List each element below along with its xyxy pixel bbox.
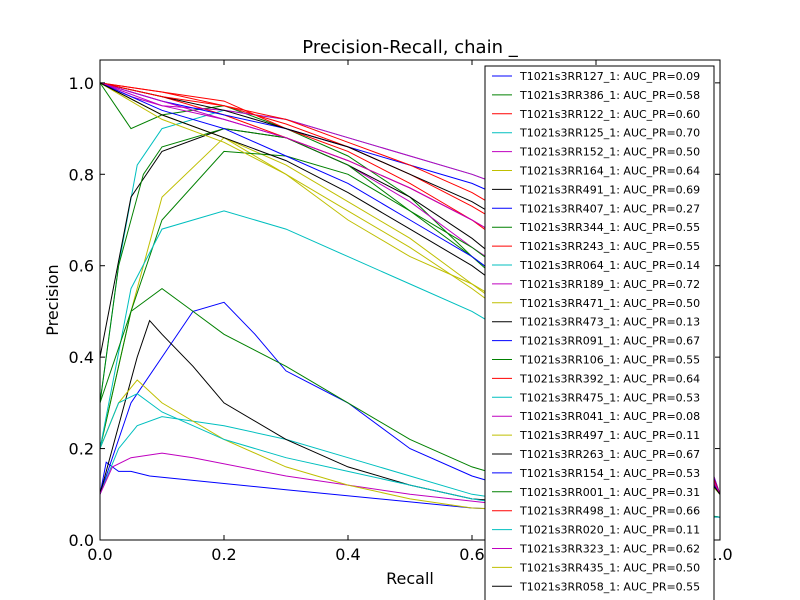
legend-label: T1021s3RR189_1: AUC_PR=0.72 [519,278,700,291]
legend-label: T1021s3RR263_1: AUC_PR=0.67 [519,448,700,461]
legend-label: T1021s3RR491_1: AUC_PR=0.69 [519,183,700,196]
chart-title: Precision-Recall, chain _ [302,37,518,58]
legend-label: T1021s3RR475_1: AUC_PR=0.53 [519,391,700,404]
legend-label: T1021s3RR091_1: AUC_PR=0.67 [519,335,700,348]
legend: T1021s3RR127_1: AUC_PR=0.09 T1021s3RR386_… [484,65,715,600]
y-tick-label: 0.8 [69,165,94,184]
legend-label: T1021s3RR407_1: AUC_PR=0.27 [519,202,700,215]
legend-label: T1021s3RR344_1: AUC_PR=0.55 [519,221,700,234]
legend-label: T1021s3RR064_1: AUC_PR=0.14 [519,259,700,272]
legend-label: T1021s3RR164_1: AUC_PR=0.64 [519,165,700,178]
legend-label: T1021s3RR125_1: AUC_PR=0.70 [519,127,700,140]
legend-label: T1021s3RR058_1: AUC_PR=0.55 [519,580,700,593]
series-line-7 [100,301,720,518]
x-tick-label: 0.6 [459,545,484,564]
y-tick-label: 0.4 [69,348,94,367]
legend-label: T1021s3RR386_1: AUC_PR=0.58 [519,89,700,102]
legend-label: T1021s3RR001_1: AUC_PR=0.31 [519,486,700,499]
legend-label: T1021s3RR122_1: AUC_PR=0.60 [519,108,700,121]
y-tick-label: 0.2 [69,440,94,459]
x-tick-label: 0.0 [87,545,112,564]
legend-label: T1021s3RR497_1: AUC_PR=0.11 [519,429,700,442]
legend-label: T1021s3RR473_1: AUC_PR=0.13 [519,316,700,329]
legend-label: T1021s3RR498_1: AUC_PR=0.66 [519,505,700,518]
y-axis-label: Precision [43,264,62,335]
series-line-19 [100,379,720,518]
legend-box [484,65,715,600]
y-tick-label: 0.6 [69,257,94,276]
plot-frame [99,59,721,541]
legend-label: T1021s3RR471_1: AUC_PR=0.50 [519,297,700,310]
legend-label: T1021s3RR392_1: AUC_PR=0.64 [519,372,700,385]
y-tick-label: 0.0 [69,531,94,550]
legend-label: T1021s3RR106_1: AUC_PR=0.55 [519,354,700,367]
legend-label: T1021s3RR041_1: AUC_PR=0.08 [519,410,700,423]
x-axis-label: Recall [386,569,434,588]
legend-label: T1021s3RR435_1: AUC_PR=0.50 [519,561,700,574]
x-tick-label: 0.2 [211,545,236,564]
legend-label: T1021s3RR127_1: AUC_PR=0.09 [519,70,700,83]
legend-label: T1021s3RR154_1: AUC_PR=0.53 [519,467,700,480]
legend-label: T1021s3RR020_1: AUC_PR=0.11 [519,524,700,537]
x-tick-label: 0.4 [335,545,360,564]
y-tick-label: 1.0 [69,74,94,93]
legend-label: T1021s3RR323_1: AUC_PR=0.62 [519,543,700,556]
legend-label: T1021s3RR243_1: AUC_PR=0.55 [519,240,700,253]
legend-label: T1021s3RR152_1: AUC_PR=0.50 [519,146,700,159]
